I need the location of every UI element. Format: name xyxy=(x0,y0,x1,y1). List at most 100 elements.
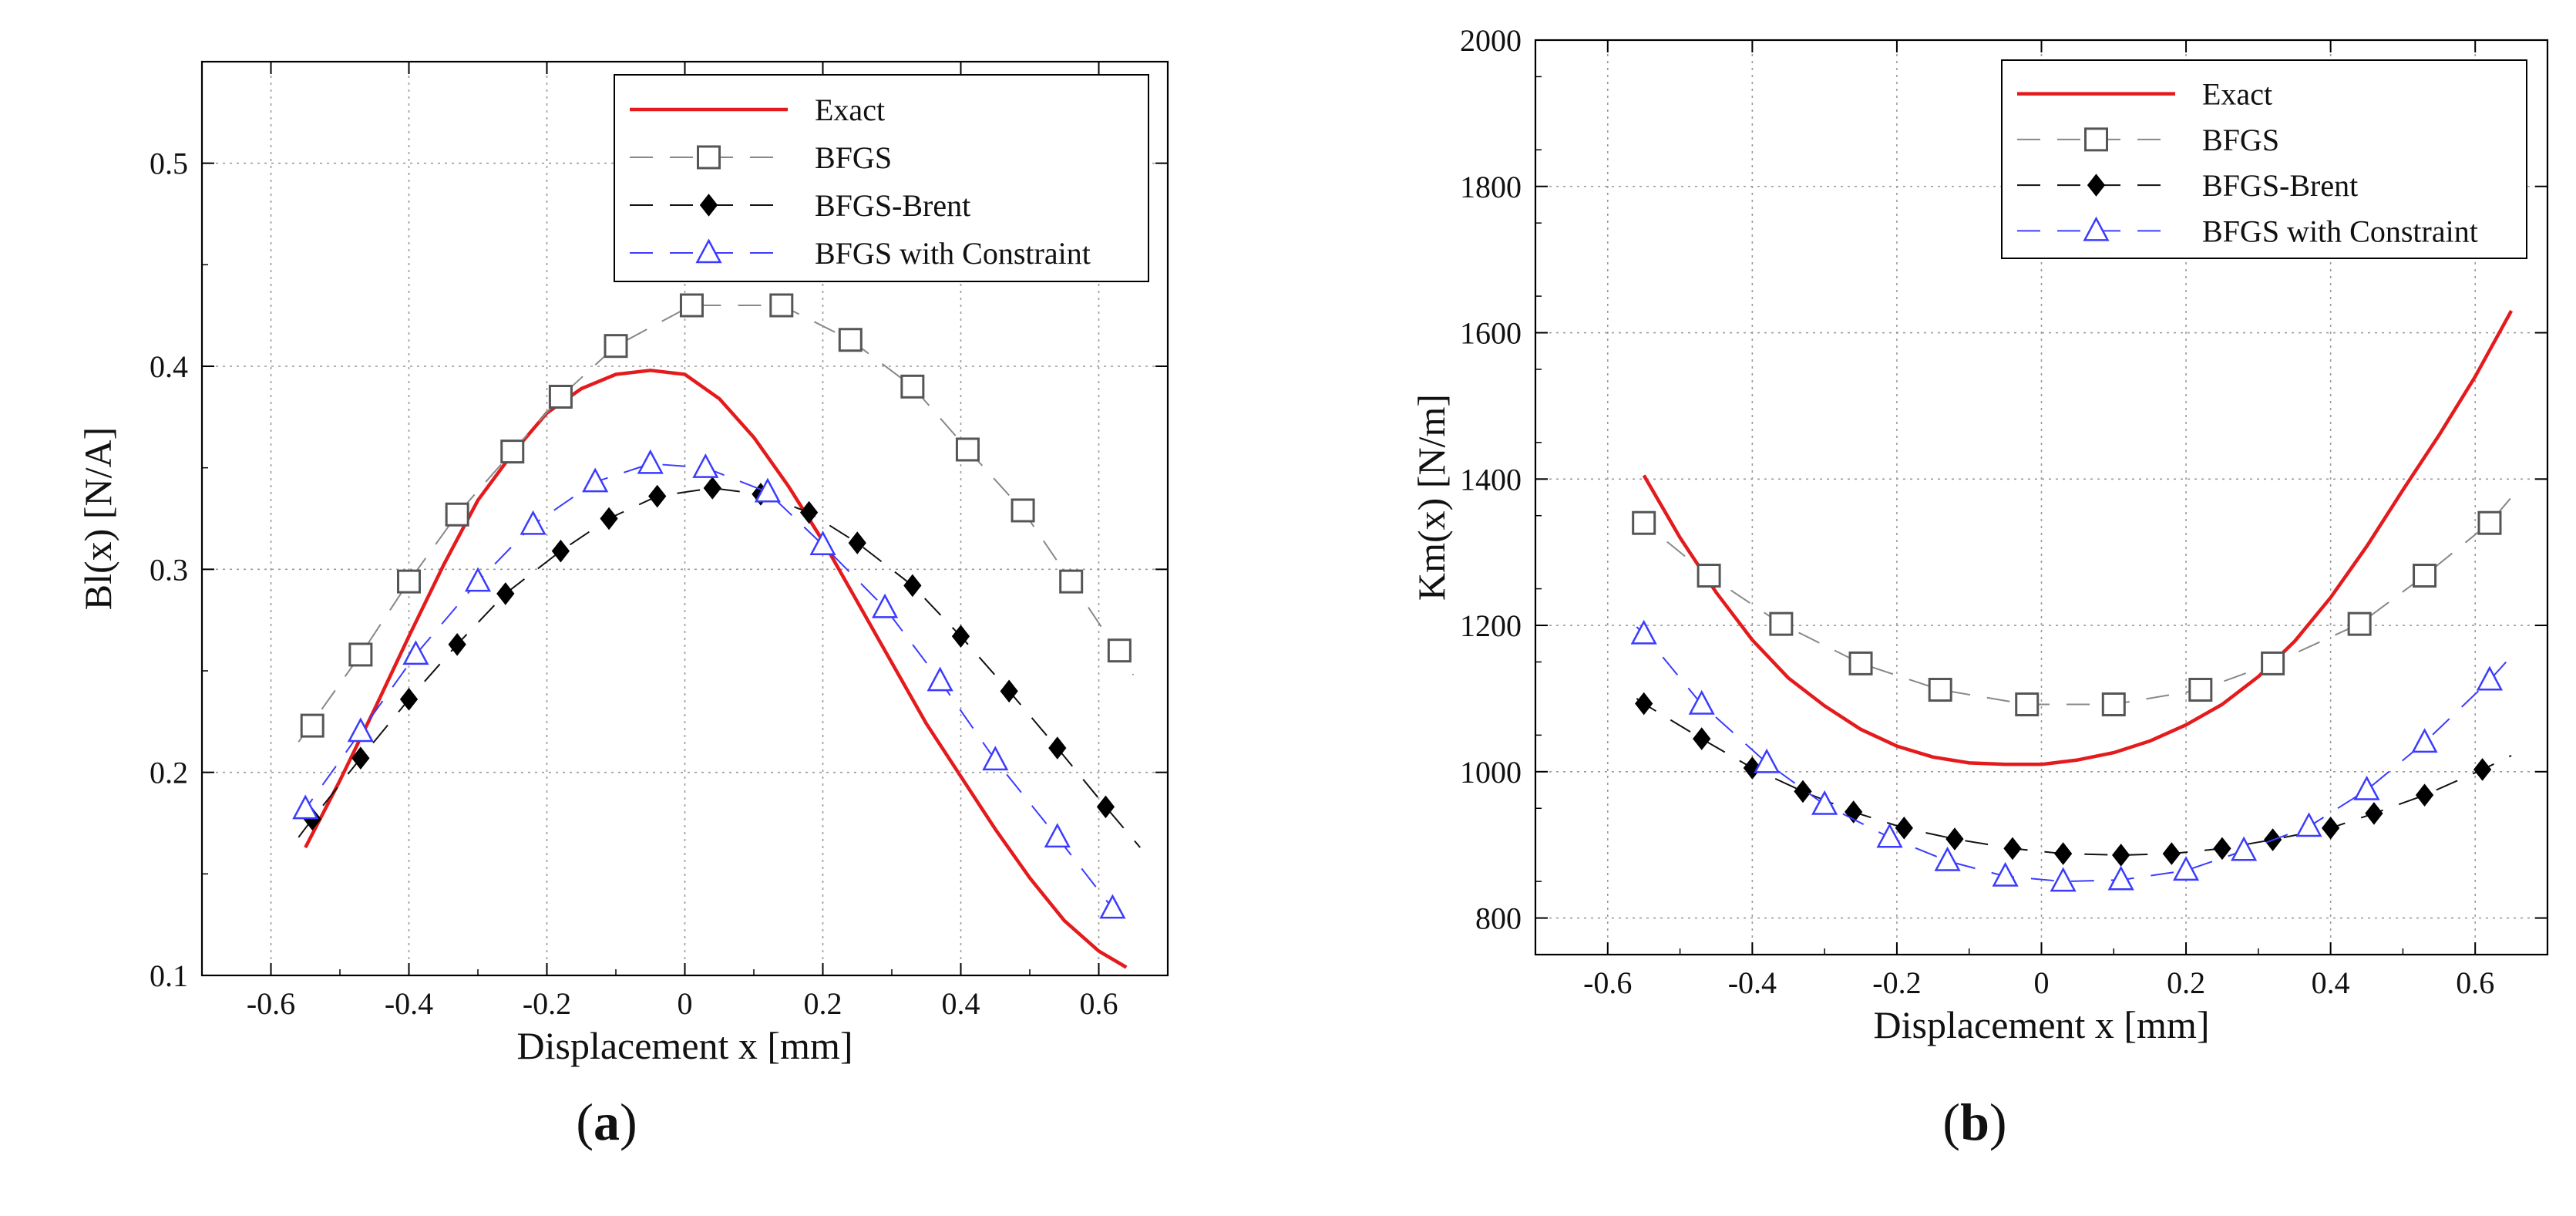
caption-paren-close: ) xyxy=(620,1093,637,1151)
legend-marker-bfgs-with-constraint xyxy=(2083,216,2110,241)
data-point-bfgs-with-constraint xyxy=(292,794,319,820)
x-tick-label: 0 xyxy=(678,986,693,1021)
data-point-bfgs-brent xyxy=(1096,795,1115,819)
x-tick-label: -0.2 xyxy=(523,986,571,1021)
caption-letter: a xyxy=(594,1093,620,1151)
data-point-bfgs xyxy=(679,293,704,318)
data-point-bfgs-with-constraint xyxy=(2295,812,2322,837)
x-axis-label: Displacement x [mm] xyxy=(517,1024,853,1067)
legend-marker-bfgs xyxy=(2084,127,2108,152)
data-point-bfgs-brent xyxy=(2003,837,2022,861)
series-bfgs xyxy=(298,293,1135,743)
data-point-bfgs xyxy=(900,374,925,399)
data-point-bfgs-brent xyxy=(1794,780,1812,803)
data-point-bfgs-with-constraint xyxy=(926,666,953,692)
data-point-bfgs-brent xyxy=(1000,679,1018,703)
y-tick-label: 1400 xyxy=(1460,462,1522,497)
legend-label-bfgs: BFGS xyxy=(815,140,892,175)
y-tick-label: 1000 xyxy=(1460,755,1522,790)
legend-label-bfgs: BFGS xyxy=(2202,123,2279,157)
data-point-bfgs-with-constraint xyxy=(2107,865,2134,891)
x-tick-label: 0.4 xyxy=(942,986,980,1021)
x-tick-label: -0.6 xyxy=(247,986,295,1021)
series-bfgs-with-constraint xyxy=(292,449,1128,925)
x-tick-label: 0 xyxy=(2034,965,2050,1000)
legend-label-bfgs-with-constraint: BFGS with Constraint xyxy=(815,236,1091,271)
series-bfgs-brent xyxy=(298,477,1141,848)
legend-marker-bfgs-brent xyxy=(699,194,718,217)
x-tick-label: 0.6 xyxy=(2456,965,2494,1000)
data-point-bfgs-brent xyxy=(703,477,721,500)
data-point-bfgs-with-constraint xyxy=(637,449,664,474)
legend-marker-bfgs-with-constraint xyxy=(695,238,722,264)
caption-paren-open: ( xyxy=(576,1093,594,1151)
data-point-bfgs-brent xyxy=(2365,802,2383,825)
x-tick-label: -0.6 xyxy=(1583,965,1632,1000)
data-point-bfgs-with-constraint xyxy=(754,477,781,503)
y-tick-label: 1600 xyxy=(1460,316,1522,351)
data-point-bfgs-brent xyxy=(1743,756,1761,780)
legend: Exact BFGS BFGS-Brent BFGS with Constraint xyxy=(2001,59,2527,259)
data-point-bfgs xyxy=(1011,498,1035,523)
data-point-bfgs-with-constraint xyxy=(1992,861,2019,887)
data-point-bfgs xyxy=(1107,638,1132,663)
data-point-bfgs xyxy=(955,437,980,462)
data-point-bfgs-brent xyxy=(2213,837,2231,861)
data-point-bfgs xyxy=(1769,611,1794,636)
data-point-bfgs-brent xyxy=(1945,827,1964,851)
data-point-bfgs-with-constraint xyxy=(1811,790,1838,815)
data-point-bfgs xyxy=(2101,692,2126,717)
y-tick-label: 0.5 xyxy=(150,147,188,181)
data-point-bfgs-brent xyxy=(2415,783,2434,807)
data-point-bfgs-with-constraint xyxy=(464,567,492,592)
data-point-bfgs xyxy=(397,569,421,594)
x-tick-label: -0.4 xyxy=(1728,965,1777,1000)
y-tick-label: 0.4 xyxy=(150,349,188,384)
data-point-bfgs-brent xyxy=(2053,842,2073,865)
series-line-exact xyxy=(304,369,1128,969)
chart-panel-a: -0.6 -0.4 -0.2 0 0.2 0.4 0.6 0.1 0.2 0.3 0.4 0.5 Dis… xyxy=(76,60,1169,1151)
panel-caption-a: (a) xyxy=(576,1093,637,1151)
data-point-bfgs xyxy=(2015,692,2040,717)
y-axis-label: Bl(x) [N/A] xyxy=(76,427,119,610)
data-point-bfgs-brent xyxy=(1635,692,1653,716)
y-tick-label: 800 xyxy=(1475,901,1522,936)
y-tick-label: 0.1 xyxy=(150,958,188,993)
data-point-bfgs-brent xyxy=(551,539,570,563)
data-point-bfgs xyxy=(2477,510,2502,535)
data-point-bfgs-with-constraint xyxy=(520,510,546,535)
y-tick-label: 0.2 xyxy=(150,756,188,790)
data-point-bfgs xyxy=(1059,569,1084,594)
data-point-bfgs xyxy=(445,502,469,527)
data-point-bfgs-with-constraint xyxy=(982,746,1009,771)
data-point-bfgs-brent xyxy=(351,746,370,770)
series-line-bfgs-brent xyxy=(298,487,1141,848)
y-tick-label: 1200 xyxy=(1460,608,1522,643)
data-point-bfgs xyxy=(1848,651,1873,675)
data-point-bfgs xyxy=(2413,564,2437,588)
y-tick-label: 0.3 xyxy=(150,552,188,587)
data-point-bfgs-with-constraint xyxy=(1934,846,1961,871)
x-axis: -0.6 -0.4 -0.2 0 0.2 0.4 0.6 xyxy=(201,62,1169,1021)
series-line-exact xyxy=(1642,310,2514,766)
series-line-bfgs xyxy=(298,305,1135,743)
data-point-bfgs xyxy=(838,328,863,352)
x-tick-label: 0.4 xyxy=(2312,965,2350,1000)
data-point-bfgs xyxy=(1697,564,1721,588)
y-tick-label: 2000 xyxy=(1460,23,1522,58)
series-line-bfgs-brent xyxy=(1636,698,2512,857)
data-point-bfgs-brent xyxy=(399,688,419,711)
data-point-bfgs-with-constraint xyxy=(1754,748,1781,773)
caption-paren-close: ) xyxy=(1989,1093,2007,1151)
data-point-bfgs-with-constraint xyxy=(402,640,429,665)
data-point-bfgs-with-constraint xyxy=(2050,867,2077,892)
data-point-bfgs-brent xyxy=(1693,727,1711,750)
x-tick-label: -0.4 xyxy=(385,986,433,1021)
data-point-bfgs xyxy=(604,334,628,359)
data-point-bfgs-brent xyxy=(951,625,970,648)
series-exact xyxy=(304,369,1128,969)
legend-marker-bfgs-brent xyxy=(2087,173,2106,197)
legend: Exact BFGS BFGS-Brent BFGS with Constraint xyxy=(614,74,1149,282)
